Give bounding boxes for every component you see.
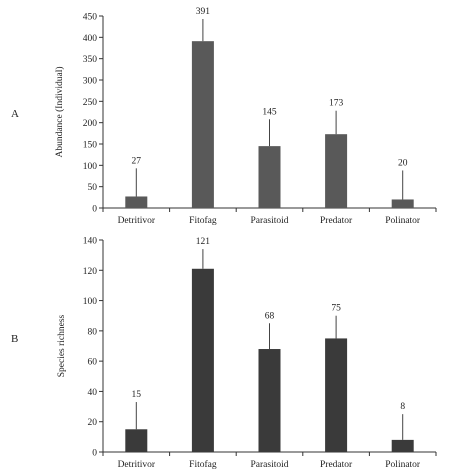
- y-tick-label: 20: [88, 418, 98, 428]
- x-tick-label: Polinator: [385, 216, 421, 226]
- y-axis-label: Species richness: [57, 314, 67, 377]
- y-tick-label: 400: [83, 34, 98, 44]
- y-tick-label: 100: [83, 162, 98, 172]
- panel-label: B: [11, 333, 18, 345]
- y-tick-label: 50: [88, 183, 98, 193]
- x-tick-label: Polinator: [385, 460, 421, 470]
- x-tick-label: Fitofag: [189, 459, 217, 470]
- bar: [391, 199, 414, 208]
- y-tick-label: 120: [83, 267, 98, 277]
- y-tick-label: 200: [83, 119, 98, 129]
- data-label: 121: [196, 237, 211, 247]
- y-tick-label: 60: [88, 358, 98, 368]
- y-tick-label: 80: [88, 327, 98, 337]
- chart-panel-b: B Species richness 0 20 40 60 80 100 120 140 15 Det…: [11, 237, 437, 470]
- x-tick-label: Predator: [320, 216, 353, 226]
- y-tick-label: 100: [83, 297, 98, 307]
- y-tick-label: 40: [88, 388, 98, 398]
- data-label: 391: [196, 7, 211, 17]
- bar: [191, 268, 214, 452]
- data-label: 173: [329, 99, 344, 109]
- data-label: 27: [132, 156, 142, 166]
- data-label: 15: [132, 390, 142, 400]
- y-tick-label: 0: [92, 205, 97, 215]
- y-tick-label: 0: [92, 449, 97, 459]
- x-tick-label: Parasitoid: [251, 216, 289, 226]
- y-tick-label: 300: [83, 77, 98, 87]
- y-tick-label: 150: [83, 141, 98, 151]
- bar: [125, 429, 148, 452]
- x-tick-label: Fitofag: [189, 215, 217, 226]
- bar: [258, 146, 281, 208]
- data-label: 68: [265, 311, 275, 321]
- bar: [325, 134, 348, 208]
- bar: [125, 196, 148, 208]
- chart-panel-a: A Abundance (Individual) 0 50 100 150 200 250 30…: [11, 7, 437, 226]
- y-axis-label: Abundance (Individual): [54, 66, 65, 157]
- x-tick-label: Predator: [320, 460, 353, 470]
- y-tick-label: 140: [83, 237, 98, 247]
- bar: [325, 338, 348, 452]
- data-label: 8: [400, 402, 405, 412]
- y-tick-label: 250: [83, 98, 98, 108]
- data-label: 20: [398, 158, 408, 168]
- y-tick-label: 350: [83, 55, 98, 65]
- bar: [191, 41, 214, 208]
- y-tick-label: 450: [83, 13, 98, 23]
- bar: [258, 349, 281, 452]
- data-label: 75: [331, 304, 341, 314]
- panel-label: A: [11, 108, 19, 120]
- x-tick-label: Detritivor: [118, 216, 156, 226]
- bar: [391, 439, 414, 452]
- data-label: 145: [262, 107, 277, 117]
- x-tick-label: Parasitoid: [251, 460, 289, 470]
- x-tick-label: Detritivor: [118, 460, 156, 470]
